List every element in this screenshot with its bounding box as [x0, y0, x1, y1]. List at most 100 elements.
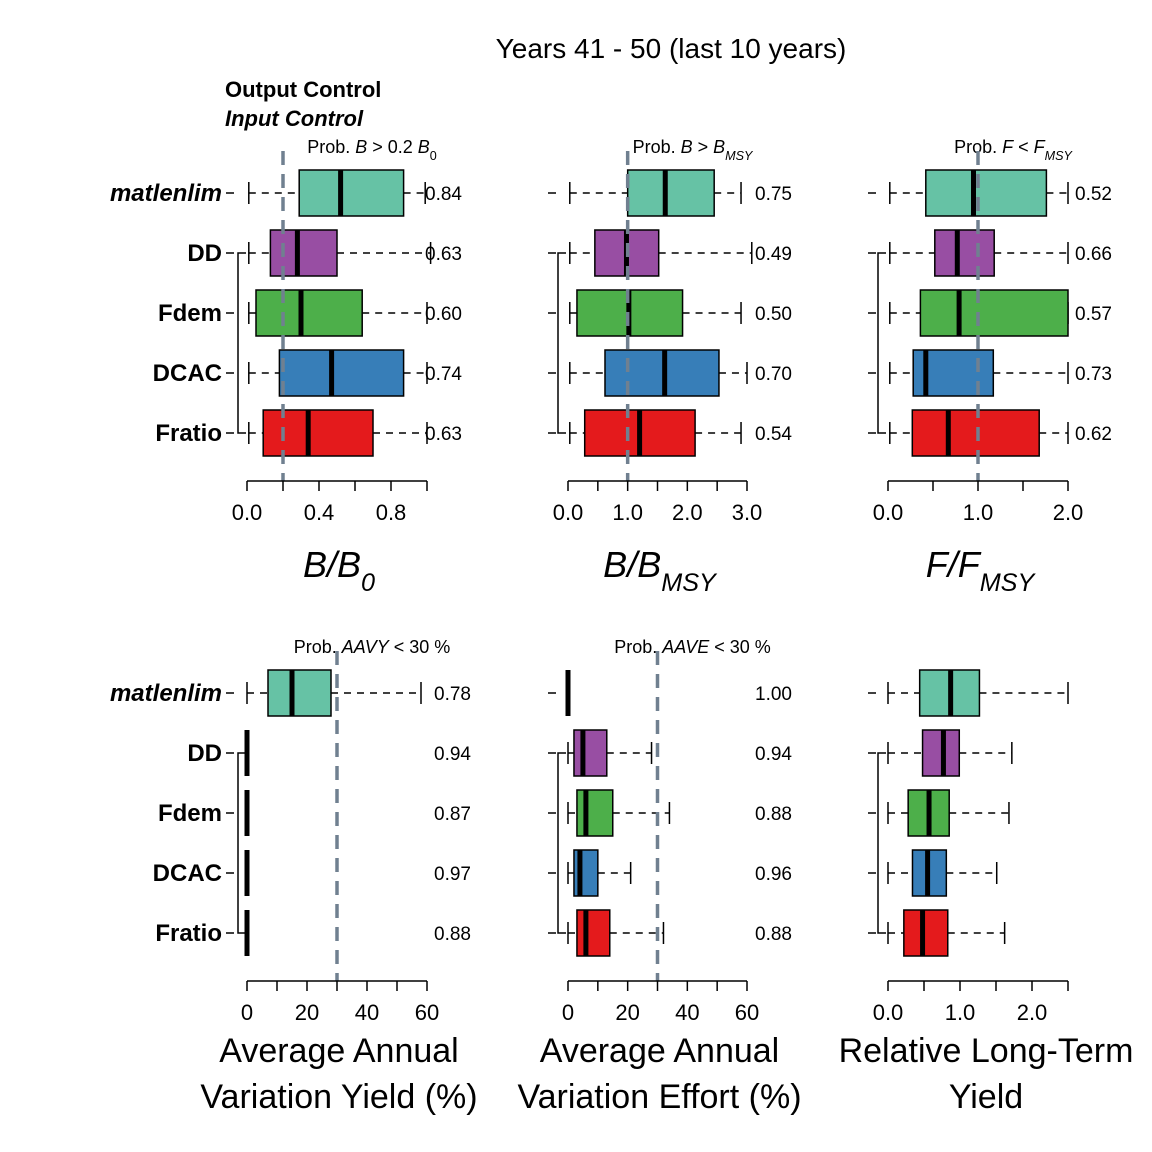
x-axis: 0.0 1.0 2.0 — [873, 480, 1083, 525]
mp-label-matlenlim: matlenlim — [110, 680, 222, 707]
legend-output-control: Output Control — [225, 77, 381, 102]
x-tick-label: 1.0 — [945, 1000, 976, 1025]
row-matlenlim: matlenlim 0.78 — [110, 669, 471, 717]
row-fdem: 0.50 — [548, 289, 792, 337]
row-matlenlim: 0.52 — [868, 169, 1112, 217]
row-fratio: Fratio 0.63 — [155, 409, 462, 457]
box — [262, 409, 374, 457]
box — [626, 169, 715, 217]
input-control-bracket — [877, 752, 886, 934]
input-control-bracket — [877, 252, 886, 434]
input-control-bracket — [237, 252, 246, 434]
row-fdem: Fdem 0.60 — [158, 289, 462, 337]
probability-header: Prob. F < FMSY — [954, 137, 1073, 163]
x-tick-label: 0.4 — [304, 500, 335, 525]
probability-header: Prob. AAVE < 30 % — [614, 637, 771, 657]
box — [919, 289, 1069, 337]
box — [267, 669, 332, 717]
x-tick-label: 0.0 — [232, 500, 263, 525]
x-tick-label: 20 — [295, 1000, 319, 1025]
mp-label-dd: DD — [187, 240, 222, 267]
row-fratio: 0.54 — [548, 409, 792, 457]
box — [278, 349, 405, 397]
box — [576, 789, 614, 837]
prob-value: 0.52 — [1075, 184, 1112, 205]
row-dd — [868, 729, 1013, 777]
mp-label-fdem: Fdem — [158, 800, 222, 827]
prob-value: 0.63 — [425, 244, 462, 265]
x-axis-title-line-2: Yield — [949, 1078, 1023, 1116]
x-tick-label: 0.0 — [553, 500, 584, 525]
probability-header: Prob. B > BMSY — [633, 137, 754, 163]
prob-value: 0.50 — [755, 304, 792, 325]
x-axis-title: B/B0 — [303, 544, 375, 597]
prob-value: 0.78 — [434, 684, 471, 705]
row-dd: DD 0.94 — [187, 730, 471, 776]
panel-6: 0.0 1.0 2.0 Relative Long-Term Yield — [839, 669, 1133, 1116]
x-tick-label: 0.0 — [873, 500, 904, 525]
x-axis: 0.0 1.0 2.0 — [873, 980, 1069, 1025]
prob-value: 0.57 — [1075, 304, 1112, 325]
prob-value: 0.66 — [1075, 244, 1112, 265]
x-axis: 0.0 1.0 2.0 3.0 — [553, 480, 763, 525]
box — [298, 169, 405, 217]
prob-value: 0.60 — [425, 304, 462, 325]
x-tick-label: 2.0 — [672, 500, 703, 525]
row-dcac: 0.73 — [868, 349, 1112, 397]
input-control-bracket — [557, 252, 566, 434]
x-tick-label: 40 — [675, 1000, 699, 1025]
row-fdem: 0.88 — [548, 789, 792, 837]
row-dd: DD 0.63 — [187, 229, 462, 277]
prob-value: 0.88 — [755, 804, 792, 825]
prob-value: 0.97 — [434, 864, 471, 885]
prob-value: 0.84 — [425, 184, 462, 205]
input-control-bracket — [557, 752, 566, 934]
prob-value: 0.94 — [434, 744, 471, 765]
mp-label-dcac: DCAC — [153, 860, 222, 887]
box — [255, 289, 363, 337]
row-fratio — [868, 909, 1006, 957]
row-dd: 0.49 — [548, 229, 792, 277]
mp-label-matlenlim: matlenlim — [110, 180, 222, 207]
x-axis-title-line-2: Variation Yield (%) — [200, 1078, 477, 1116]
x-axis-title: F/FMSY — [926, 544, 1037, 597]
prob-value: 0.75 — [755, 184, 792, 205]
x-tick-label: 1.0 — [963, 500, 994, 525]
mp-label-fratio: Fratio — [155, 920, 222, 947]
x-tick-label: 60 — [415, 1000, 439, 1025]
row-dd: 0.66 — [868, 229, 1112, 277]
row-fdem: Fdem 0.87 — [158, 790, 471, 836]
prob-value: 0.73 — [1075, 364, 1112, 385]
x-axis-title-line-2: Variation Effort (%) — [517, 1078, 801, 1116]
row-matlenlim: 1.00 — [548, 670, 792, 716]
prob-value: 0.87 — [434, 804, 471, 825]
x-tick-label: 3.0 — [732, 500, 763, 525]
prob-value: 0.88 — [434, 924, 471, 945]
row-dcac: 0.70 — [548, 349, 792, 397]
probability-header: Prob. AAVY < 30 % — [294, 637, 451, 657]
row-dd: 0.94 — [548, 729, 792, 777]
panel-5: Prob. AAVE < 30 % 1.00 0.94 0.88 0.96 0.88 0 20… — [517, 637, 801, 1116]
x-axis: 0 20 40 60 — [241, 980, 439, 1025]
prob-value: 1.00 — [755, 684, 792, 705]
prob-value: 0.74 — [425, 364, 462, 385]
x-tick-label: 40 — [355, 1000, 379, 1025]
row-dcac — [868, 849, 998, 897]
probability-header: Prob. B > 0.2 B0 — [307, 137, 437, 163]
x-tick-label: 0.0 — [873, 1000, 904, 1025]
box — [269, 229, 338, 277]
row-fratio: 0.62 — [868, 409, 1112, 457]
row-fratio: Fratio 0.88 — [155, 910, 471, 956]
x-axis: 0.0 0.4 0.8 — [232, 480, 428, 525]
row-matlenlim — [868, 669, 1069, 717]
mp-label-dd: DD — [187, 740, 222, 767]
x-tick-label: 60 — [735, 1000, 759, 1025]
row-dcac: DCAC 0.74 — [153, 349, 462, 397]
prob-value: 0.49 — [755, 244, 792, 265]
box — [604, 349, 720, 397]
box — [921, 729, 961, 777]
x-tick-label: 1.0 — [612, 500, 643, 525]
prob-value: 0.94 — [755, 744, 792, 765]
